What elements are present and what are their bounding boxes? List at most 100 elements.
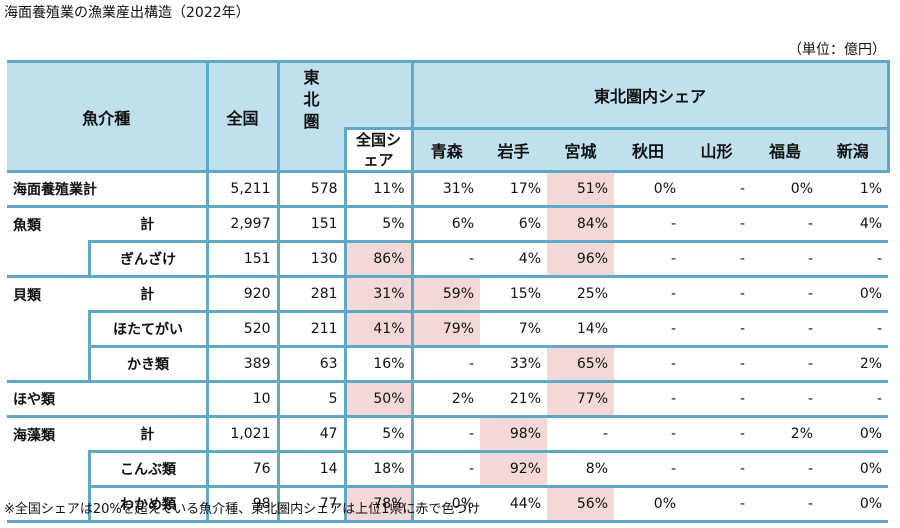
cell-value: 151: [205, 241, 279, 278]
cell-value: -: [682, 241, 752, 278]
cell-value: 14%: [547, 311, 615, 348]
cell-value: 6%: [480, 206, 548, 243]
cell-value: -: [682, 276, 752, 313]
cell-value: 2%: [819, 346, 889, 383]
header-tohoku-share: 東北圏内シェア: [410, 60, 890, 130]
cell-value: -: [410, 451, 481, 488]
cell-value: -: [614, 451, 683, 488]
table-row: ほたてがい 520 211 41% 79% 7% 14% - - - -: [7, 311, 889, 348]
cell-value: 96%: [547, 241, 615, 278]
cell-value: -: [410, 416, 481, 453]
cell-value: 92%: [480, 451, 548, 488]
cell-value: -: [614, 206, 683, 243]
cell-value: 281: [276, 276, 346, 313]
cell-value: 389: [205, 346, 279, 383]
cell-value: 211: [276, 311, 346, 348]
cell-value: 5%: [343, 416, 414, 453]
cell-value: 17%: [480, 171, 548, 208]
cell-value: 56%: [547, 486, 615, 523]
table-row: わかめ類 98 77 78% 0% 44% 56% 0% - -0%: [7, 486, 889, 523]
row-sub-label: 計: [89, 276, 208, 313]
cell-value: -: [547, 416, 615, 453]
cell-value: 2,997: [205, 206, 279, 243]
cell-value: 8%: [547, 451, 615, 488]
cell-value: 65%: [547, 346, 615, 383]
row-sub-label: ほたてがい: [87, 311, 208, 348]
row-group-label: [7, 452, 89, 487]
cell-value: 151: [276, 206, 346, 243]
table-title: 海面養殖業の漁業産出構造（2022年）: [4, 5, 250, 21]
cell-value: 50%: [343, 381, 414, 418]
row-sub-label: 計: [89, 206, 208, 243]
cell-value: 0%: [614, 486, 683, 523]
header-pref-aomori: 青森: [410, 128, 481, 173]
cell-value: 44%: [480, 486, 548, 523]
cell-value: -: [751, 241, 820, 278]
cell-value: 2%: [751, 416, 820, 453]
cell-value: -: [682, 346, 752, 383]
row-group-label: 貝類: [13, 287, 41, 304]
row-group-label: [7, 312, 89, 347]
cell-value: -: [682, 171, 752, 208]
cell-value: 130: [276, 241, 346, 278]
header-national-share-text: 全国シェア: [356, 131, 402, 169]
cell-value: 86%: [343, 241, 414, 278]
table-row: 貝類計 920 281 31% 59% 15% 25% - - -0%: [7, 276, 889, 313]
cell-value: -: [682, 416, 752, 453]
cell-value: 77%: [547, 381, 615, 418]
cell-value: -: [614, 346, 683, 383]
cell-value: 41%: [343, 311, 414, 348]
cell-value: 84%: [547, 206, 615, 243]
cell-value: 0%: [819, 416, 889, 453]
cell-value: -: [751, 276, 820, 313]
header-pref-iwate: 岩手: [480, 128, 548, 173]
cell-value: 578: [276, 171, 346, 208]
cell-value: 31%: [410, 171, 481, 208]
cell-value: 15%: [480, 276, 548, 313]
cell-value: 51%: [547, 171, 615, 208]
row-label: 海面養殖業計: [7, 171, 208, 208]
cell-value: 47: [276, 416, 346, 453]
cell-value: -: [819, 241, 889, 278]
header-national-share: 全国シェア: [343, 127, 414, 173]
cell-value: 79%: [410, 311, 481, 348]
header-pref-fukushima: 福島: [751, 128, 820, 173]
cell-value: 0%: [410, 486, 481, 523]
header-tohoku: 東北圏: [276, 60, 346, 173]
cell-value: -: [614, 416, 683, 453]
cell-value: -: [682, 451, 752, 488]
row-group-label: 海藻類: [13, 427, 55, 444]
cell-value: -: [819, 381, 889, 418]
header-pref-miyagi: 宮城: [547, 128, 615, 173]
cell-value: 98: [205, 486, 279, 523]
cell-value: 77: [276, 486, 346, 523]
cell-value: -: [614, 241, 683, 278]
cell-value: 16%: [343, 346, 414, 383]
cell-value: 31%: [343, 276, 414, 313]
cell-value: 63: [276, 346, 346, 383]
cell-value: -: [751, 381, 820, 418]
cell-value: 98%: [480, 416, 548, 453]
cell-value: 5%: [343, 206, 414, 243]
header-pref-niigata: 新潟: [819, 128, 890, 173]
cell-value: -: [819, 311, 889, 348]
row-sub-label: 計: [89, 416, 208, 453]
cell-value: -: [614, 311, 683, 348]
cell-value: 0%: [819, 276, 889, 313]
cell-value: -: [614, 276, 683, 313]
cell-value: -: [682, 486, 752, 523]
row-group-label: [7, 241, 89, 278]
row-group-label: [7, 486, 89, 523]
cell-value: 33%: [480, 346, 548, 383]
cell-value: -: [682, 206, 752, 243]
cell-value: -: [751, 451, 820, 488]
table-row: こんぶ類 76 14 18% -92% 8% - - -0%: [7, 451, 889, 488]
cell-value: 76: [205, 451, 279, 488]
table-row: かき類 389 63 16% -33% 65% - - -2%: [7, 346, 889, 383]
header-species: 魚介種: [7, 60, 209, 173]
table-row: 海面養殖業計 5,211 578 11% 31% 17% 51% 0% -0% 1%: [7, 171, 889, 208]
cell-value: 5: [276, 381, 346, 418]
cell-value: 0%: [614, 171, 683, 208]
cell-value: 1%: [819, 171, 889, 208]
cell-value: 78%: [343, 486, 414, 523]
